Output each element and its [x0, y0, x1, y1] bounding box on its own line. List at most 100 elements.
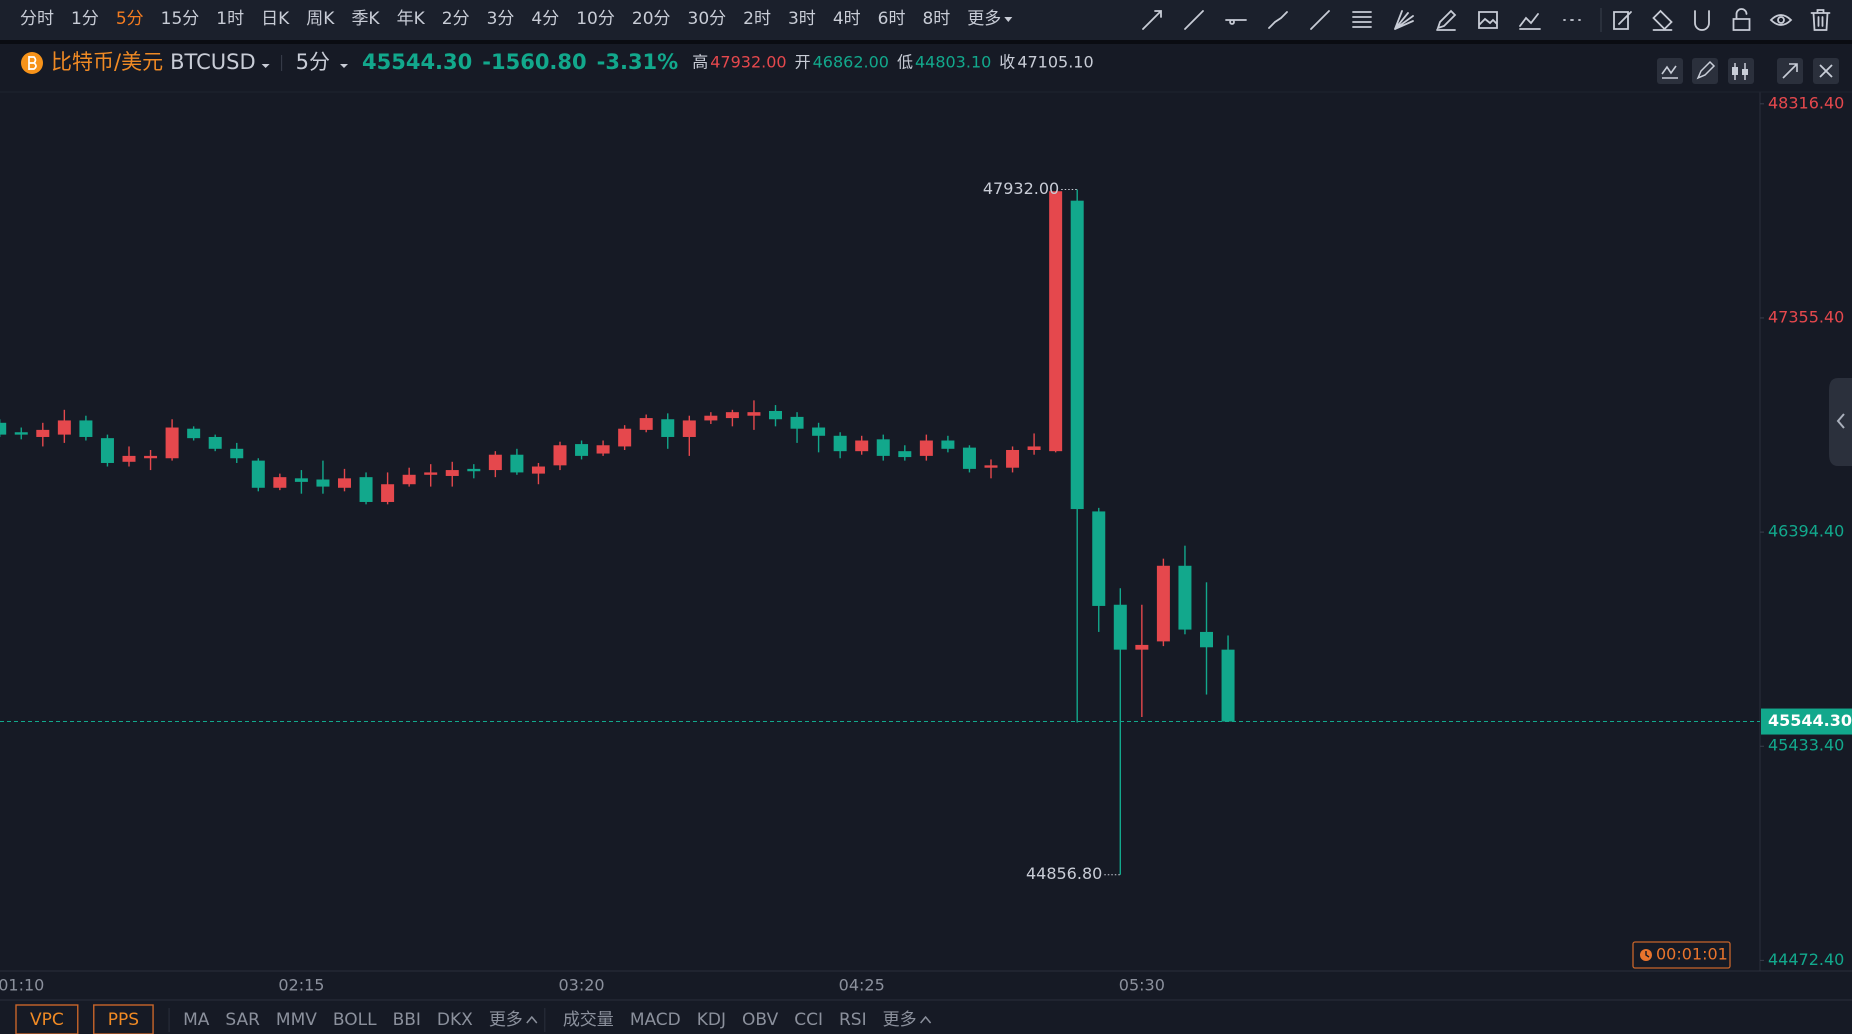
button-draw[interactable]: [1692, 58, 1718, 84]
icon: [1732, 67, 1738, 75]
indicator[interactable]: OBV: [742, 1010, 779, 1030]
tool-icon[interactable]: [1142, 10, 1162, 30]
period-tab[interactable]: 20分: [632, 9, 671, 29]
candle-body: [790, 416, 804, 429]
indicator-more[interactable]: 更多: [883, 1010, 917, 1030]
tool-icon[interactable]: [1394, 10, 1414, 30]
toolbar-bg: [0, 0, 1852, 40]
tool-icon[interactable]: [1613, 11, 1632, 30]
period-tab[interactable]: 2时: [743, 9, 771, 29]
indicator-box: [15, 1004, 79, 1034]
tool-icon[interactable]: [1478, 11, 1498, 29]
candle-body: [36, 429, 50, 437]
tool-icon[interactable]: [1732, 8, 1751, 31]
candle-body: [682, 420, 696, 437]
annotation-label: 44856.80: [1026, 864, 1102, 883]
tool-icon[interactable]: [1225, 19, 1247, 25]
period-tab[interactable]: 1时: [216, 9, 244, 29]
period-tab[interactable]: 1分: [71, 9, 99, 29]
candle-body: [725, 412, 739, 419]
indicator[interactable]: KDJ: [697, 1010, 726, 1030]
low-value: 44803.10: [915, 53, 991, 72]
tool-icon[interactable]: [1436, 9, 1457, 31]
period-tab[interactable]: 8时: [922, 9, 950, 29]
candle-body: [79, 420, 93, 437]
candle-body: [1006, 449, 1020, 468]
candle-body: [661, 419, 675, 437]
candle-body: [273, 477, 287, 488]
period-more[interactable]: 更多: [967, 9, 1001, 29]
symbol-code: BTCUSD: [170, 50, 256, 74]
candle-body: [941, 440, 955, 449]
indicator[interactable]: CCI: [794, 1010, 823, 1030]
open-value: 46862.00: [813, 53, 889, 72]
candle-body: [165, 427, 179, 459]
open-label: 开: [795, 53, 811, 72]
period-tab[interactable]: 分时: [20, 9, 54, 29]
indicator-boxed[interactable]: VPC: [30, 1010, 64, 1030]
period-tab[interactable]: 年K: [397, 9, 426, 29]
period-dropdown[interactable]: [340, 64, 348, 68]
candle-body: [876, 439, 890, 456]
candle-body: [898, 451, 912, 458]
indicator-boxed[interactable]: PPS: [108, 1010, 139, 1030]
candle-body: [208, 436, 222, 449]
period-tab[interactable]: 周K: [306, 9, 335, 29]
period-tab[interactable]: 3分: [487, 9, 515, 29]
period-tab[interactable]: 30分: [688, 9, 727, 29]
indicator[interactable]: MA: [183, 1010, 210, 1030]
tool-icon[interactable]: [1694, 10, 1710, 31]
collapse-tab[interactable]: [1829, 378, 1852, 466]
candle-body: [359, 477, 373, 502]
indicator[interactable]: MACD: [630, 1010, 681, 1030]
coin-glyph: [28, 56, 37, 70]
annotation-label: 47932.00: [983, 179, 1059, 198]
y-tick-label: 45433.40: [1768, 736, 1844, 755]
button-candle[interactable]: [1728, 58, 1754, 84]
indicator[interactable]: DKX: [437, 1010, 473, 1030]
indicator-more[interactable]: 更多: [489, 1010, 523, 1030]
tool-icon[interactable]: [1310, 10, 1330, 30]
period-tab[interactable]: 4时: [833, 9, 861, 29]
candle-body: [100, 438, 114, 463]
period-tab[interactable]: 5分: [116, 9, 144, 29]
indicator[interactable]: BOLL: [333, 1010, 377, 1030]
symbol-name: 比特币/美元: [51, 50, 163, 74]
candle-body: [1221, 649, 1235, 722]
close-label: 收: [999, 53, 1015, 72]
toolbar-border: [0, 40, 1852, 44]
tool-icon[interactable]: [1652, 9, 1673, 31]
period-tab[interactable]: 3时: [788, 9, 816, 29]
icon: [1819, 64, 1833, 78]
period-tab[interactable]: 日K: [261, 9, 290, 29]
indicator[interactable]: SAR: [225, 1010, 260, 1030]
period-tab[interactable]: 6时: [878, 9, 906, 29]
indicator[interactable]: RSI: [839, 1010, 867, 1030]
candle-body: [1092, 511, 1106, 606]
tool-icon[interactable]: [1519, 13, 1541, 30]
indicator[interactable]: BBI: [393, 1010, 421, 1030]
tool-icon[interactable]: [1810, 9, 1831, 31]
icon: [1696, 60, 1716, 80]
indicator[interactable]: MMV: [276, 1010, 317, 1030]
countdown: 00:01:01: [1656, 945, 1728, 964]
period-tab[interactable]: 10分: [576, 9, 615, 29]
period-tab[interactable]: 季K: [351, 9, 380, 29]
period-tab[interactable]: 4分: [531, 9, 559, 29]
period-tab[interactable]: 15分: [161, 9, 200, 29]
tool-icon[interactable]: [1184, 10, 1204, 30]
symbol-dropdown[interactable]: [261, 64, 270, 68]
collapse-chevron: [1836, 413, 1845, 429]
x-tick-label: 02:15: [278, 976, 324, 995]
candle-body: [122, 455, 136, 462]
tool-icon[interactable]: [1268, 11, 1288, 29]
y-tick-label: 46394.40: [1768, 522, 1844, 541]
candle-body: [618, 428, 632, 447]
period-tab[interactable]: 2分: [442, 9, 470, 29]
tool-icon[interactable]: [1352, 11, 1372, 28]
candle-body: [575, 444, 589, 456]
tool-icon[interactable]: [1769, 14, 1793, 26]
indicator[interactable]: 成交量: [563, 1010, 614, 1030]
high-value: 47932.00: [710, 53, 786, 72]
